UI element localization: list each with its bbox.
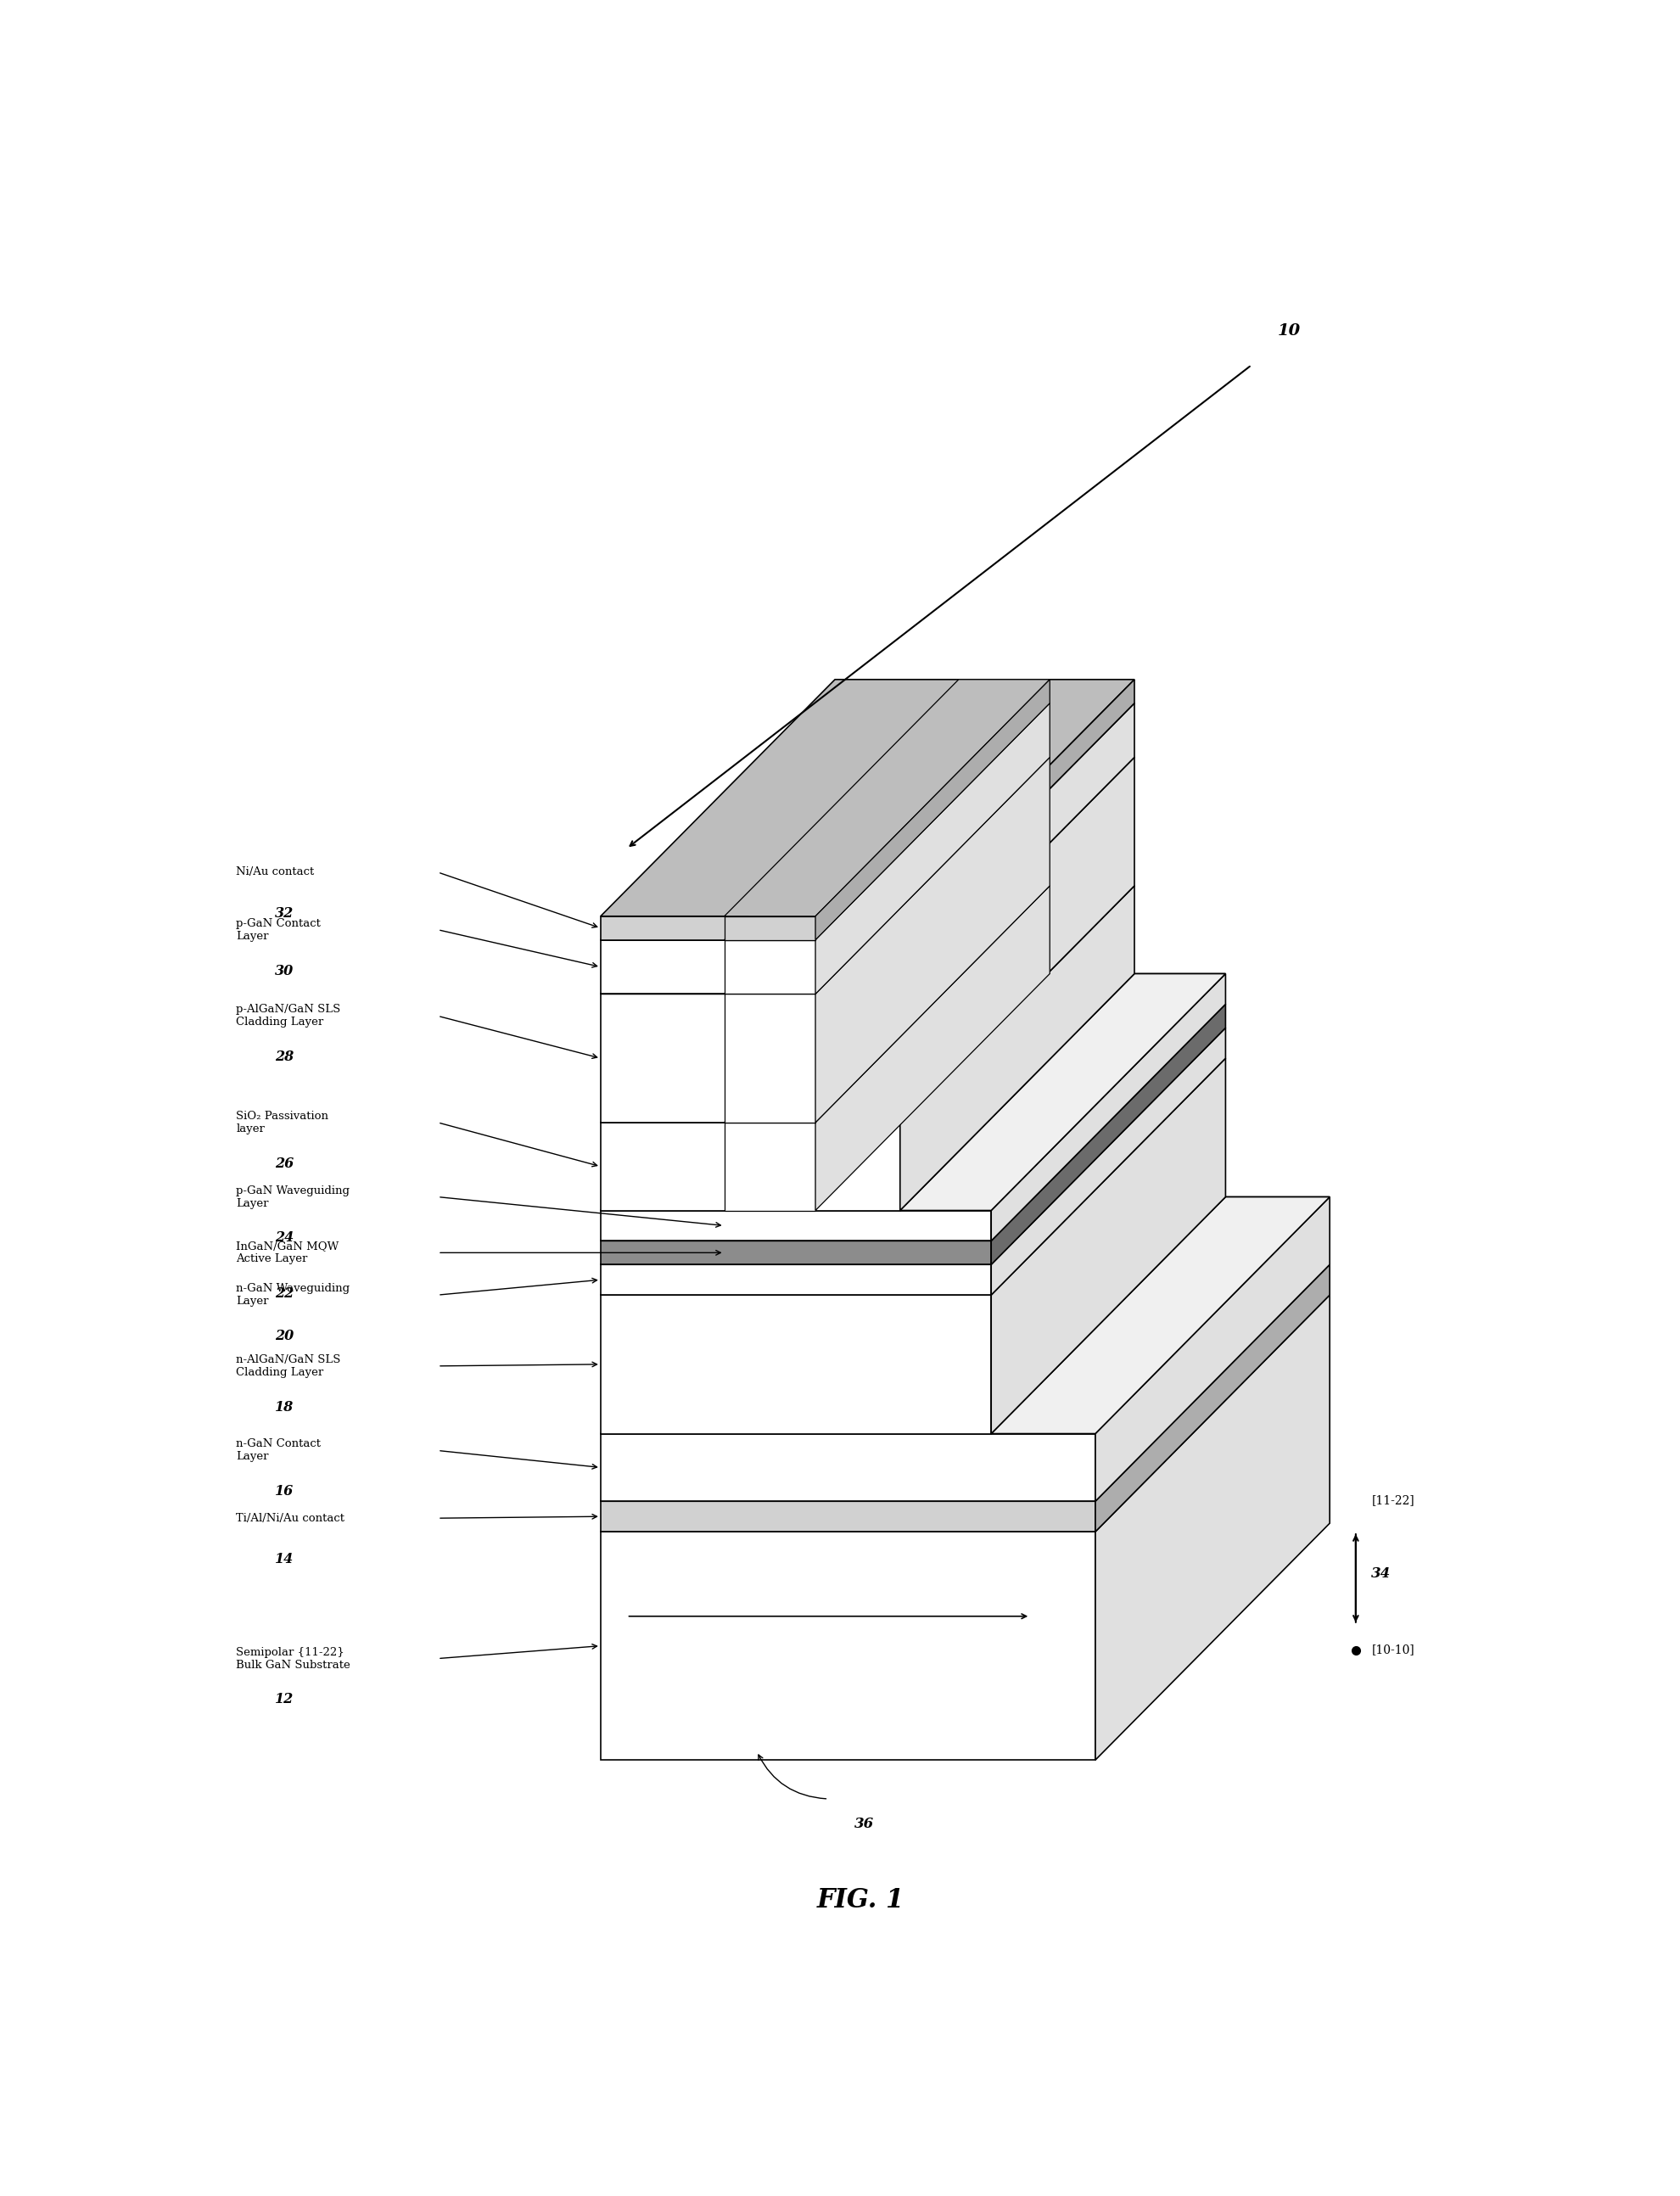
- Polygon shape: [991, 1004, 1226, 1265]
- Text: Semipolar {11-22}
Bulk GaN Substrate: Semipolar {11-22} Bulk GaN Substrate: [235, 1647, 351, 1671]
- Polygon shape: [724, 885, 1050, 1122]
- Text: 12: 12: [276, 1693, 294, 1706]
- Text: 22: 22: [276, 1287, 294, 1300]
- Text: 24: 24: [276, 1230, 294, 1245]
- Polygon shape: [600, 1004, 1226, 1241]
- Text: p-GaN Contact
Layer: p-GaN Contact Layer: [235, 918, 321, 942]
- Polygon shape: [600, 1197, 1331, 1434]
- Text: p-GaN Waveguiding
Layer: p-GaN Waveguiding Layer: [235, 1186, 349, 1208]
- Polygon shape: [600, 679, 1134, 916]
- Polygon shape: [600, 1502, 1095, 1533]
- Polygon shape: [600, 940, 900, 995]
- Polygon shape: [600, 995, 900, 1122]
- Text: SiO₂ Passivation
layer: SiO₂ Passivation layer: [235, 1111, 329, 1135]
- Polygon shape: [600, 1265, 1331, 1502]
- Text: Ti/Al/Ni/Au contact: Ti/Al/Ni/Au contact: [235, 1513, 344, 1524]
- Text: 18: 18: [276, 1399, 294, 1414]
- Polygon shape: [600, 1028, 1226, 1265]
- Text: 10: 10: [1278, 323, 1300, 338]
- Text: 36: 36: [855, 1816, 874, 1831]
- Text: p-AlGaN/GaN SLS
Cladding Layer: p-AlGaN/GaN SLS Cladding Layer: [235, 1004, 341, 1028]
- Text: 14: 14: [276, 1553, 294, 1566]
- Polygon shape: [600, 1533, 1095, 1759]
- Polygon shape: [724, 916, 815, 940]
- Polygon shape: [600, 1058, 1226, 1296]
- Polygon shape: [991, 1197, 1331, 1434]
- Polygon shape: [724, 679, 1050, 916]
- Text: 32: 32: [276, 907, 294, 920]
- Text: n-GaN Waveguiding
Layer: n-GaN Waveguiding Layer: [235, 1282, 349, 1307]
- Polygon shape: [600, 1296, 1331, 1533]
- Polygon shape: [815, 703, 1050, 995]
- Polygon shape: [724, 758, 1050, 995]
- Text: 30: 30: [276, 964, 294, 977]
- Polygon shape: [991, 1028, 1226, 1296]
- Polygon shape: [815, 679, 1050, 940]
- Polygon shape: [724, 995, 815, 1122]
- Polygon shape: [991, 973, 1226, 1241]
- Text: 26: 26: [276, 1157, 294, 1170]
- Polygon shape: [1095, 1265, 1331, 1533]
- Polygon shape: [1095, 1296, 1331, 1759]
- Text: [10-10]: [10-10]: [1371, 1645, 1415, 1656]
- Polygon shape: [815, 758, 1050, 1122]
- Polygon shape: [600, 885, 1134, 1122]
- Polygon shape: [600, 1296, 991, 1434]
- Polygon shape: [1095, 1197, 1331, 1502]
- Polygon shape: [600, 1434, 1095, 1502]
- Polygon shape: [600, 703, 1134, 940]
- Text: n-AlGaN/GaN SLS
Cladding Layer: n-AlGaN/GaN SLS Cladding Layer: [235, 1355, 341, 1377]
- Polygon shape: [724, 703, 1050, 940]
- Text: 28: 28: [276, 1050, 294, 1065]
- Polygon shape: [815, 885, 1050, 1210]
- Polygon shape: [900, 973, 1226, 1210]
- Text: n-GaN Contact
Layer: n-GaN Contact Layer: [235, 1438, 321, 1463]
- Polygon shape: [900, 703, 1134, 995]
- Polygon shape: [900, 679, 1134, 940]
- Text: 34: 34: [1371, 1566, 1391, 1581]
- Polygon shape: [600, 758, 1134, 995]
- Text: [11-22]: [11-22]: [1371, 1495, 1415, 1506]
- Polygon shape: [600, 916, 900, 940]
- Polygon shape: [724, 1122, 815, 1210]
- Polygon shape: [600, 1241, 991, 1265]
- Text: FIG. 1: FIG. 1: [816, 1886, 906, 1913]
- Polygon shape: [991, 1058, 1226, 1434]
- Polygon shape: [600, 1210, 991, 1241]
- Polygon shape: [900, 885, 1134, 1210]
- Polygon shape: [724, 940, 815, 995]
- Polygon shape: [600, 973, 1226, 1210]
- Text: Ni/Au contact: Ni/Au contact: [235, 867, 314, 878]
- Text: InGaN/GaN MQW
Active Layer: InGaN/GaN MQW Active Layer: [235, 1241, 339, 1265]
- Text: 16: 16: [276, 1484, 294, 1500]
- Polygon shape: [600, 1122, 900, 1210]
- Polygon shape: [900, 758, 1134, 1122]
- Text: 20: 20: [276, 1329, 294, 1344]
- Polygon shape: [600, 1265, 991, 1296]
